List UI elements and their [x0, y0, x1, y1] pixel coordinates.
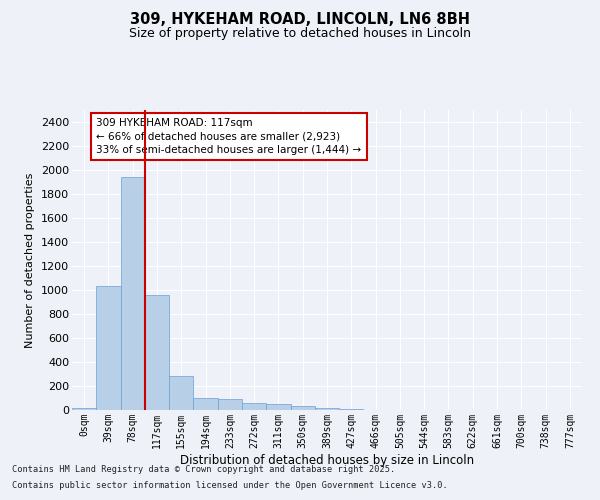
Bar: [145, 295, 169, 410]
Text: Size of property relative to detached houses in Lincoln: Size of property relative to detached ho…: [129, 28, 471, 40]
Bar: [266, 404, 290, 410]
Text: Contains HM Land Registry data © Crown copyright and database right 2025.: Contains HM Land Registry data © Crown c…: [12, 466, 395, 474]
Y-axis label: Number of detached properties: Number of detached properties: [25, 172, 35, 348]
Bar: [242, 403, 266, 410]
Bar: [339, 409, 364, 410]
Bar: [121, 177, 145, 410]
Bar: [218, 399, 242, 410]
Bar: [169, 376, 193, 410]
Text: 309 HYKEHAM ROAD: 117sqm
← 66% of detached houses are smaller (2,923)
33% of sem: 309 HYKEHAM ROAD: 117sqm ← 66% of detach…: [96, 118, 361, 155]
Text: 309, HYKEHAM ROAD, LINCOLN, LN6 8BH: 309, HYKEHAM ROAD, LINCOLN, LN6 8BH: [130, 12, 470, 28]
Bar: [96, 286, 121, 410]
Bar: [315, 408, 339, 410]
Bar: [72, 408, 96, 410]
X-axis label: Distribution of detached houses by size in Lincoln: Distribution of detached houses by size …: [180, 454, 474, 466]
Bar: [193, 398, 218, 410]
Bar: [290, 406, 315, 410]
Text: Contains public sector information licensed under the Open Government Licence v3: Contains public sector information licen…: [12, 480, 448, 490]
